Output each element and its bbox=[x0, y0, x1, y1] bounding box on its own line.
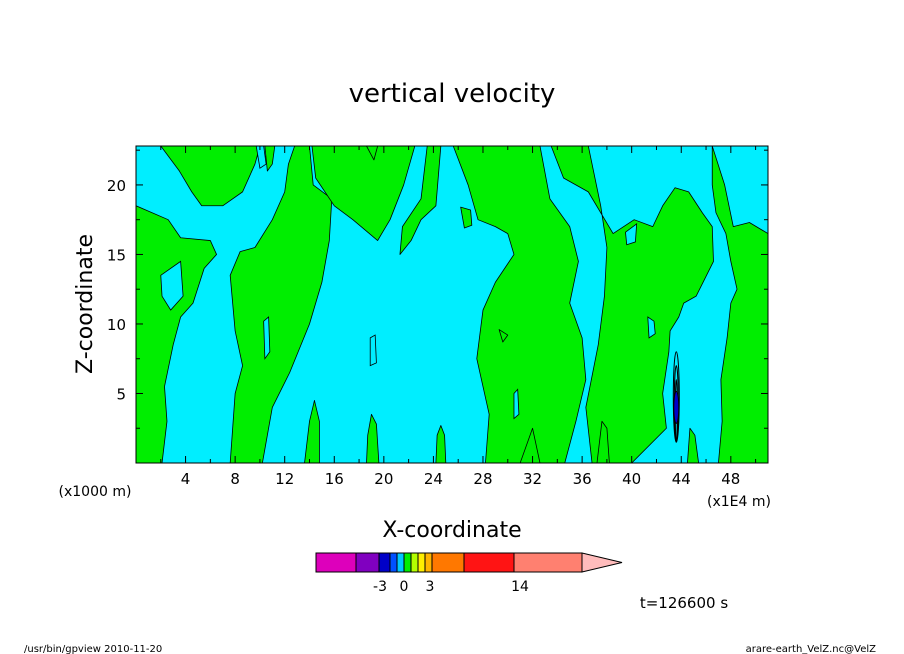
plot-area bbox=[136, 146, 768, 463]
colorbar bbox=[315, 552, 623, 573]
x-tick-label: 12 bbox=[275, 470, 294, 488]
positive-region bbox=[596, 420, 610, 463]
colorbar-label: 14 bbox=[511, 579, 529, 595]
positive-region bbox=[519, 427, 541, 463]
x-axis: 4 8 12 16 20 24 28 32 36 40 44 48 bbox=[160, 146, 757, 488]
colorbar-swatch bbox=[463, 552, 515, 573]
colorbar-swatch bbox=[424, 552, 433, 573]
colorbar-swatch bbox=[403, 552, 412, 573]
y-tick-label: 5 bbox=[116, 385, 126, 403]
positive-region bbox=[399, 146, 442, 255]
y-tick-label: 15 bbox=[107, 246, 126, 264]
positive-region bbox=[498, 329, 509, 343]
negative-island bbox=[160, 260, 184, 311]
negative-island bbox=[255, 146, 267, 169]
x-tick-label: 16 bbox=[325, 470, 344, 488]
y-axis: 5 10 15 20 bbox=[107, 149, 768, 429]
x-tick-label: 32 bbox=[523, 470, 542, 488]
strong-downdraft-contours bbox=[672, 351, 680, 443]
x-tick-label: 40 bbox=[622, 470, 641, 488]
colorbar-swatch bbox=[431, 552, 465, 573]
colorbar-tick-labels: -3 0 3 14 bbox=[373, 579, 529, 595]
positive-region bbox=[136, 205, 217, 463]
positive-region bbox=[366, 146, 379, 161]
colorbar-swatch bbox=[396, 552, 405, 573]
x-unit-left: (x1000 m) bbox=[59, 484, 132, 500]
colorbar-swatch bbox=[315, 552, 357, 573]
positive-region bbox=[687, 427, 700, 463]
positive-region bbox=[366, 413, 380, 463]
positive-velocity-regions bbox=[136, 146, 768, 463]
colorbar-swatch bbox=[410, 552, 419, 573]
y-axis-label: Z-coordinate bbox=[73, 234, 98, 374]
x-tick-label: 36 bbox=[573, 470, 592, 488]
x-tick-label: 44 bbox=[672, 470, 691, 488]
positive-region bbox=[452, 146, 587, 463]
positive-region bbox=[550, 146, 714, 463]
negative-velocity-regions bbox=[160, 146, 656, 420]
x-tick-label: 4 bbox=[181, 470, 191, 488]
negative-island bbox=[513, 388, 520, 420]
colorbar-swatch bbox=[355, 552, 380, 573]
footer-right: arare-earth_VelZ.nc@VelZ bbox=[746, 644, 877, 654]
strong-core bbox=[673, 390, 680, 424]
negative-island bbox=[369, 334, 377, 367]
x-unit-right: (x1E4 m) bbox=[707, 494, 771, 510]
chart-title: vertical velocity bbox=[349, 79, 556, 109]
x-axis-label: X-coordinate bbox=[382, 518, 521, 543]
colorbar-arrow bbox=[581, 552, 623, 573]
positive-region bbox=[711, 146, 768, 463]
negative-island bbox=[625, 223, 638, 246]
colorbar-swatch bbox=[417, 552, 426, 573]
y-tick-label: 10 bbox=[107, 316, 126, 334]
positive-region bbox=[304, 400, 320, 463]
y-tick-label: 20 bbox=[107, 177, 126, 195]
colorbar-swatch bbox=[389, 552, 398, 573]
colorbar-swatch bbox=[513, 552, 583, 573]
colorbar-label: -3 bbox=[373, 579, 387, 595]
footer-left: /usr/bin/gpview 2010-11-20 bbox=[24, 644, 162, 654]
x-tick-label: 8 bbox=[230, 470, 240, 488]
x-tick-label: 48 bbox=[721, 470, 740, 488]
time-label: t=126600 s bbox=[640, 594, 728, 612]
x-tick-label: 24 bbox=[424, 470, 443, 488]
x-tick-label: 28 bbox=[473, 470, 492, 488]
positive-region bbox=[435, 425, 447, 463]
negative-island bbox=[263, 316, 271, 360]
positive-region bbox=[311, 146, 416, 241]
positive-region bbox=[229, 146, 333, 463]
positive-region bbox=[264, 146, 276, 172]
positive-region bbox=[460, 206, 473, 229]
colorbar-label: 0 bbox=[400, 579, 409, 595]
plot-frame bbox=[135, 145, 769, 464]
x-tick-label: 20 bbox=[374, 470, 393, 488]
colorbar-swatch bbox=[378, 552, 391, 573]
colorbar-label: 3 bbox=[426, 579, 435, 595]
negative-island bbox=[647, 316, 656, 339]
